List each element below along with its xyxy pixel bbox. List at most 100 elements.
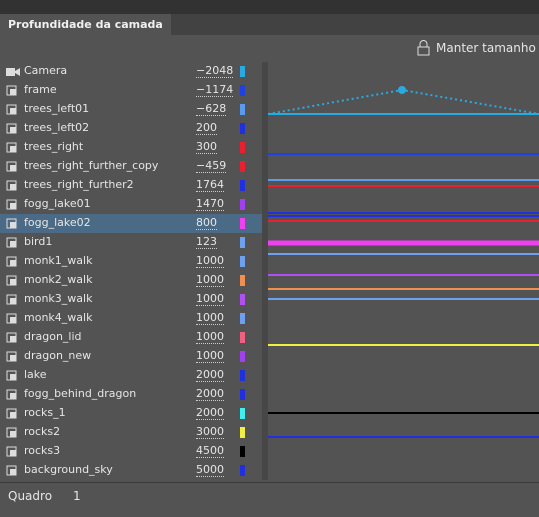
layer-depth[interactable]: 2000 [196,368,224,382]
layer-depth[interactable]: −1174 [196,83,234,97]
layer-depth[interactable]: 1000 [196,254,224,268]
layer-name: fogg_lake01 [24,197,91,210]
layer-depth[interactable]: 1000 [196,292,224,306]
layer-color [240,256,245,267]
layer-row[interactable]: monk2_walk 1000 [0,271,262,290]
layer-depth[interactable]: 1000 [196,311,224,325]
layer-name: monk1_walk [24,254,93,267]
layer-name: fogg_behind_dragon [24,387,137,400]
layer-icon [6,408,18,423]
layer-name: monk3_walk [24,292,93,305]
layer-list: Camera −2048 frame −1174 trees_left01 −628 tre… [0,62,262,480]
layer-color [240,199,245,210]
layer-row[interactable]: fogg_lake01 1470 [0,195,262,214]
layer-row[interactable]: trees_right_further2 1764 [0,176,262,195]
layer-icon [6,389,18,404]
layer-color [240,408,245,419]
layer-color [240,351,245,362]
layer-row[interactable]: fogg_behind_dragon 2000 [0,385,262,404]
layer-color [240,313,245,324]
layer-depth[interactable]: 3000 [196,425,224,439]
layer-color [240,142,245,153]
layer-row[interactable]: background_sky 5000 [0,461,262,480]
layer-row[interactable]: Camera −2048 [0,62,262,81]
layer-color [240,275,245,286]
layer-row[interactable]: trees_left01 −628 [0,100,262,119]
layer-row[interactable]: dragon_lid 1000 [0,328,262,347]
layer-depth[interactable]: 1000 [196,349,224,363]
layer-name: rocks2 [24,425,61,438]
layer-row[interactable]: monk3_walk 1000 [0,290,262,309]
layer-row[interactable]: rocks_1 2000 [0,404,262,423]
panel-top-bar [0,0,539,14]
layer-depth[interactable]: 1470 [196,197,224,211]
layer-depth[interactable]: −2048 [196,64,234,78]
layer-depth[interactable]: 2000 [196,387,224,401]
keep-size-button[interactable]: Manter tamanho [412,38,536,58]
layer-row[interactable]: trees_right_further_copy −459 [0,157,262,176]
layer-icon [6,218,18,233]
layer-name: trees_right_further2 [24,178,134,191]
layer-icon [6,199,18,214]
layer-row[interactable]: monk1_walk 1000 [0,252,262,271]
layer-depth[interactable]: 2000 [196,406,224,420]
layer-color [240,218,245,229]
layer-name: background_sky [24,463,113,476]
layer-depth[interactable]: 5000 [196,463,224,477]
layer-row[interactable]: rocks2 3000 [0,423,262,442]
layer-icon [6,294,18,309]
layer-row[interactable]: lake 2000 [0,366,262,385]
layer-row[interactable]: fogg_lake02 800 [0,214,262,233]
frame-value: 1 [73,489,81,503]
layer-row[interactable]: bird1 123 [0,233,262,252]
layer-name: trees_right [24,140,84,153]
layer-depth[interactable]: 1000 [196,330,224,344]
panel-tab[interactable]: Profundidade da camada [0,14,171,35]
layer-depth[interactable]: 123 [196,235,217,249]
layer-color [240,66,245,77]
layer-name: lake [24,368,47,381]
layer-icon [6,427,18,442]
camera-handle[interactable] [398,86,406,94]
layer-icon [6,180,18,195]
layer-row[interactable]: dragon_new 1000 [0,347,262,366]
layer-color [240,446,245,457]
layer-icon [6,161,18,176]
layer-icon [6,275,18,290]
layer-name: rocks3 [24,444,61,457]
layer-depth[interactable]: 1000 [196,273,224,287]
layer-name: monk2_walk [24,273,93,286]
footer: Quadro 1 [0,482,539,517]
layer-name: bird1 [24,235,53,248]
layer-depth[interactable]: −459 [196,159,227,173]
layer-depth[interactable]: 1764 [196,178,224,192]
layer-name: Camera [24,64,68,77]
splitter [262,62,268,480]
layer-depth[interactable]: 4500 [196,444,224,458]
layer-row[interactable]: frame −1174 [0,81,262,100]
depth-graph [268,86,539,438]
layer-icon [6,370,18,385]
layer-icon [6,465,18,480]
layer-name: dragon_lid [24,330,82,343]
keep-size-label: Manter tamanho [436,41,536,55]
layer-row[interactable]: monk4_walk 1000 [0,309,262,328]
layer-row[interactable]: trees_left02 200 [0,119,262,138]
layer-name: trees_left01 [24,102,90,115]
layer-color [240,161,245,172]
layer-depth[interactable]: 800 [196,216,217,230]
layer-depth[interactable]: −628 [196,102,227,116]
layer-name: trees_left02 [24,121,90,134]
tab-bar: Profundidade da camada [0,14,539,35]
layer-color [240,123,245,134]
layer-color [240,180,245,191]
layer-color [240,332,245,343]
layer-row[interactable]: rocks3 4500 [0,442,262,461]
lock-icon [417,40,430,56]
layer-depth[interactable]: 200 [196,121,217,135]
layer-name: frame [24,83,57,96]
layer-depth[interactable]: 300 [196,140,217,154]
layer-row[interactable]: trees_right 300 [0,138,262,157]
layer-icon [6,85,18,100]
